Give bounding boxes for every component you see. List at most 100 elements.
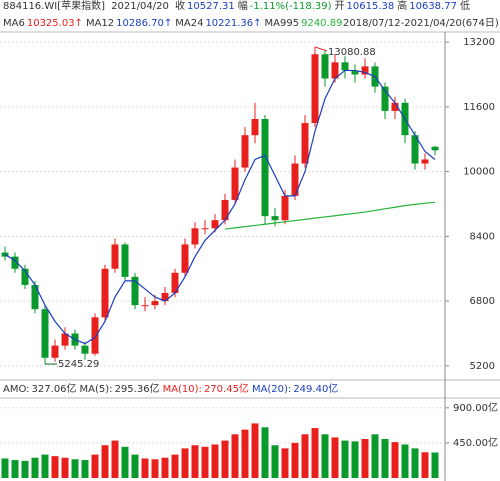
candle-body [391,102,399,111]
candle-body [231,167,239,200]
volume-bar [91,454,99,478]
candle-body [381,86,389,111]
volume-bar [1,458,9,478]
volume-bar [401,444,409,478]
volume-bar [181,448,189,478]
quote-label: 幅 [237,1,248,12]
y-tick-label: 5200 [470,361,495,372]
y-tick-label: 900.00亿 [453,401,498,414]
y-tick-label: 450.00亿 [453,436,498,449]
volume-bar [121,446,129,478]
candle-body [411,135,419,164]
date-range: 2018/07/12-2021/04/20(674日) [343,17,499,31]
candle-body [271,216,279,221]
ma-line [224,201,436,230]
quote-label: 开 [334,1,345,12]
candle-body [211,220,219,229]
volume-legend: AMO: 327.06亿 MA(5): 295.36亿 MA(10): 270.45亿 MA… [3,383,341,397]
ma-label: MA995 [264,18,300,29]
volume-bar [291,442,299,478]
quote-value: 10615.38 [346,1,395,12]
candle-body [31,284,39,310]
volume-bar [81,460,89,478]
candle-body [21,268,29,285]
volume-bar [321,434,329,478]
quote-label: 收 [175,1,186,12]
candle-body [41,309,49,358]
ma-value: 10286.70↑ [116,18,173,29]
candle-body [61,333,69,346]
volume-bar [51,456,59,478]
volume-bar [41,454,49,478]
volume-bar [241,429,249,478]
candle-body [121,244,129,277]
volume-bar [431,452,439,478]
volume-legend-value: 249.40亿 [293,384,339,395]
ma-line [4,69,436,345]
volume-bar [151,459,159,478]
volume-bar [161,457,169,478]
ma-value: 10221.36↑ [205,18,262,29]
candle-body [251,119,259,136]
volume-bar [391,442,399,478]
candle-body [161,293,169,302]
volume-legend-value: 270.45亿 [203,384,249,395]
candle-body [91,317,99,354]
candle-body [311,54,319,124]
volume-bar [131,454,139,478]
ma-value: 10325.03↑ [26,18,83,29]
volume-bar [221,440,229,478]
ma-value: 9240.89↑ [301,18,351,29]
volume-bar [311,428,319,478]
volume-legend-label: MA(20): [251,384,292,395]
ma-label: MA12 [85,18,115,29]
candle-body [431,146,439,151]
y-tick-label: 11600 [463,102,495,113]
volume-bar [251,423,259,478]
volume-bar [351,441,359,478]
volume-bar [11,460,19,478]
candle-body [11,256,19,269]
quote-bar: 884116.WI[苹果指数] 2021/04/20 收 10527.31 幅 -1.… [3,0,472,14]
candle-body [111,244,119,269]
y-tick-label: 13200 [463,37,495,48]
candle-body [351,70,359,75]
volume-legend-label: AMO: [3,384,30,395]
candle-body [141,305,149,307]
candle-body [181,244,189,273]
date: 2021/04/20 [111,1,169,12]
volume-bar [271,445,279,478]
volume-bar [331,437,339,478]
quote-value: 10527.31 [187,1,235,12]
volume-bar [71,459,79,478]
candle-body [341,62,349,71]
candle-body [241,135,249,168]
volume-bar [361,439,369,478]
volume-bar [31,457,39,478]
candle-body [291,163,299,196]
candle-body [51,345,59,358]
candle-body [131,276,139,306]
volume-bar [211,444,219,478]
volume-bar [281,448,289,478]
candle-body [101,268,109,318]
quote-value: -1.11%(-118.39) [249,1,332,12]
candle-body [281,195,289,221]
candle-body [221,199,229,221]
annotation-line [314,46,328,52]
volume-bar [231,434,239,478]
candle-body [201,228,209,230]
volume-bar [371,434,379,478]
volume-bar [301,434,309,478]
volume-bar [171,454,179,478]
ma-label: MA6 [3,18,25,29]
candle-body [361,66,369,75]
volume-legend-value: 295.36亿 [114,384,160,395]
quote-value: 10638.77 [409,1,457,12]
volume-bar [101,445,109,478]
volume-bar [381,439,389,478]
y-tick-label: 10000 [463,167,495,178]
candle-body [301,123,309,164]
quote-label: 高 [397,1,408,12]
